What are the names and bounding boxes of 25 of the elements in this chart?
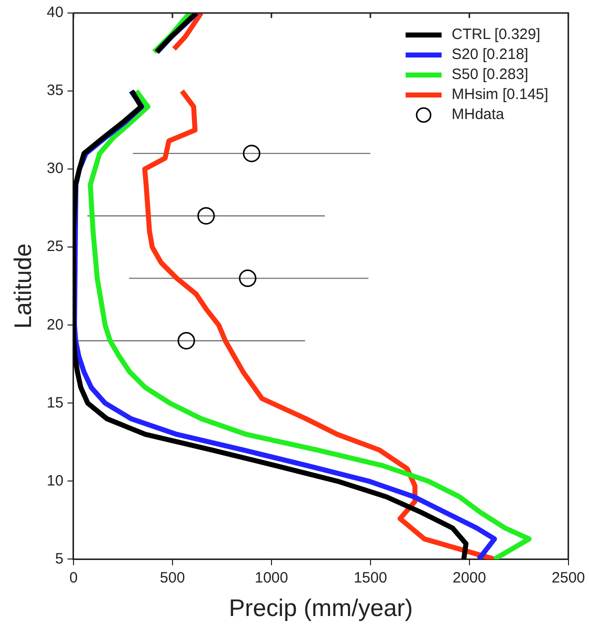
y-axis-title: Latitude: [10, 243, 38, 329]
y-tick-label: 35: [46, 82, 64, 100]
legend-label: S50 [0.283]: [452, 66, 528, 84]
x-tick-label: 1500: [354, 569, 388, 586]
y-tick-label: 10: [46, 472, 64, 490]
x-tick-label: 2000: [452, 569, 486, 586]
legend-label: CTRL [0.329]: [452, 26, 540, 44]
y-tick-label: 5: [55, 550, 64, 568]
legend-label: S20 [0.218]: [452, 46, 528, 64]
y-tick-label: 40: [46, 4, 64, 22]
x-axis-title: Precip (mm/year): [228, 595, 413, 622]
x-tick-label: 0: [69, 569, 78, 586]
point: [178, 332, 196, 350]
y-tick-label: 15: [46, 394, 64, 412]
x-tick-label: 500: [160, 569, 185, 586]
x-tick-label: 1000: [254, 569, 288, 586]
point: [242, 144, 260, 162]
y-tick-label: 25: [46, 238, 64, 256]
y-tick-label: 20: [46, 316, 64, 334]
x-tick-label: 2500: [552, 569, 586, 586]
point: [238, 270, 256, 288]
y-tick-label: 30: [46, 160, 64, 178]
legend-label: MHsim [0.145]: [452, 86, 548, 104]
legend-label: MHdata: [452, 106, 505, 124]
point: [197, 207, 215, 225]
